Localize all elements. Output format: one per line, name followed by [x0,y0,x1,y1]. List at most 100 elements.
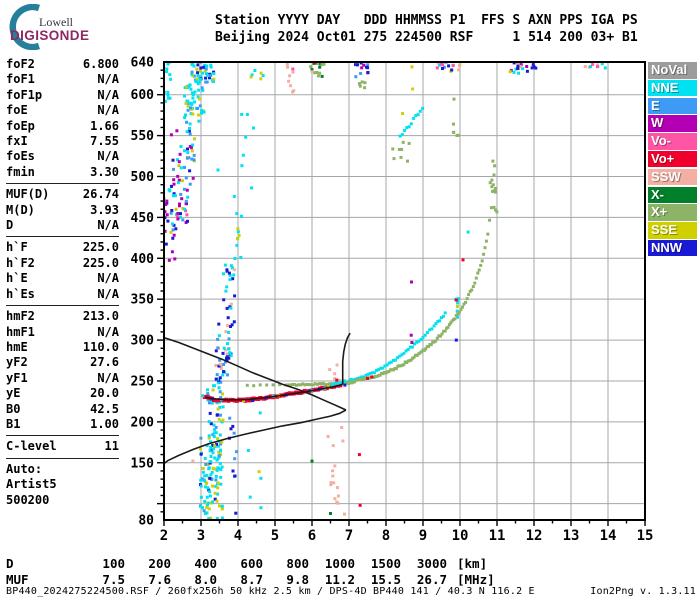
param-label: fxI [6,134,28,149]
param-row: yF2 27.6 [6,355,119,370]
foF2-asymptote [341,332,351,385]
param-row: hmF2 213.0 [6,309,119,324]
row-value: 9.8 [286,571,309,587]
param-value: 1.66 [90,118,119,133]
row-value: 11.2 [324,571,355,587]
param-label: M(D) [6,202,35,217]
param-row: B1 1.00 [6,417,119,432]
row-unit: [km] [457,556,488,571]
param-label: hmE [6,339,28,354]
param-row: fmin 3.30 [6,165,119,180]
param-label: h`F2 [6,255,35,270]
header-line-1: Station YYYY DAY DDD HHMMSS P1 FFS S AXN… [215,13,638,28]
param-row: foF1p N/A [6,88,119,103]
param-label: D [6,218,14,233]
param-label: C-level [6,439,57,454]
x-axis-labels: 2 3 4 5 6 7 8 9 10 11 12 13 14 15 [160,528,654,544]
param-value: N/A [97,286,119,301]
grid [164,62,645,520]
param-value: N/A [97,370,119,385]
legend-item-vo: Vo- [648,133,697,150]
status-version: Ion2Png v. 1.3.11 [590,586,696,597]
param-value: N/A [97,72,119,87]
param-separator [6,435,119,437]
svg-text:6: 6 [308,528,316,544]
params-panel: foF2 6.800 foF1 N/A foF1p N/A foE N/A foEp 1.66 fx… [6,57,119,508]
param-value: 1.00 [90,416,119,431]
param-label: foEp [6,118,35,133]
row-value: 7.6 [148,571,171,587]
d-row: D 100 200 400 600 800 1000 1500 3000 [km] [6,556,495,572]
params-footer-line: Artist5 [6,477,57,492]
param-row: B0 42.5 [6,402,119,417]
svg-text:15: 15 [637,528,654,544]
svg-text:250: 250 [131,374,155,389]
param-label: foEs [6,149,35,164]
row-value: 1000 [324,556,355,571]
param-label: B0 [6,401,21,416]
param-value: N/A [97,218,119,233]
param-row: hmF1 N/A [6,325,119,340]
svg-text:7: 7 [345,528,353,544]
param-value: 6.800 [82,57,119,71]
param-value: 225.0 [82,255,119,270]
legend-item-w: W [648,115,697,132]
param-value: 42.5 [90,401,119,416]
param-value: N/A [97,271,119,286]
legend-item-nne: NNE [648,79,697,97]
param-separator [6,236,119,238]
header-line-2: Beijing 2024 Oct01 275 224500 RSF 1 514 … [215,30,638,45]
row-value: 1500 [370,556,401,571]
svg-text:10: 10 [452,528,469,544]
param-separator [6,457,119,459]
svg-text:640: 640 [131,56,155,71]
param-value: 3.93 [90,202,119,217]
param-label: hmF1 [6,324,35,339]
echo-points [164,61,607,520]
plot-frame [163,61,646,521]
legend-item-e: E [648,97,697,115]
param-label: foE [6,103,28,118]
row-value: 8.7 [240,571,263,587]
row-label: MUF [6,571,29,587]
param-label: h`Es [6,286,35,301]
param-label: h`F [6,240,28,255]
param-label: foF1 [6,72,35,87]
param-value: 11 [104,439,119,454]
row-value: 800 [286,556,309,571]
param-label: MUF(D) [6,187,50,202]
param-row: h`F 225.0 [6,240,119,255]
axis-ticks [157,69,646,526]
param-row: h`E N/A [6,271,119,286]
param-value: 20.0 [90,386,119,401]
y-axis-labels: 640 600 550 500 450 400 350 300 250 200 150 80 [131,56,155,529]
svg-text:11: 11 [489,528,506,544]
legend-item-nnw: NNW [648,239,697,257]
param-value: 26.74 [82,187,119,202]
param-row: foF1 N/A [6,72,119,87]
svg-text:9: 9 [419,528,427,544]
row-value: 8.0 [194,571,217,587]
logo: Lowell DIGISONDE [8,4,138,50]
trace-fit-line [205,383,343,401]
legend-item-vo: Vo+ [648,150,697,168]
legend-item-noval: NoVal [648,62,697,79]
row-value: 3000 [416,556,447,571]
status-file-info: BP440_2024275224500.RSF / 260fx256h 50 k… [6,586,535,597]
param-value: N/A [97,324,119,339]
profile-lower [164,409,347,465]
param-row: yE 20.0 [6,386,119,401]
logo-arc-icon [9,4,41,50]
param-value: 3.30 [90,164,119,179]
param-row: foEp 1.66 [6,119,119,134]
param-separator [6,183,119,185]
param-row: foEs N/A [6,149,119,164]
muf-row: MUF 7.5 7.6 8.0 8.7 9.8 11.2 15.5 26.7 [MHz] [6,572,495,588]
row-value: 26.7 [416,571,447,587]
param-label: hmF2 [6,309,35,324]
logo-lowell: Lowell [39,15,73,29]
row-value: 15.5 [370,571,401,587]
legend-item-ssw: SSW [648,168,697,186]
